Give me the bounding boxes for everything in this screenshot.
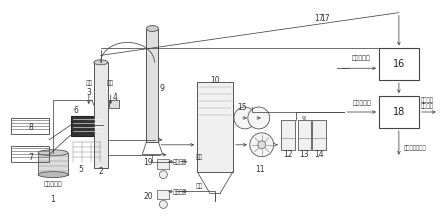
Bar bbox=[157, 159, 169, 169]
Bar bbox=[298, 120, 311, 150]
Circle shape bbox=[248, 107, 270, 129]
Text: 低品位煤气: 低品位煤气 bbox=[352, 56, 370, 61]
Bar bbox=[379, 48, 419, 80]
Text: 9: 9 bbox=[160, 84, 165, 93]
Bar bbox=[71, 116, 103, 136]
Bar bbox=[312, 120, 326, 150]
Text: 氮气: 氮气 bbox=[196, 184, 203, 189]
Text: 17: 17 bbox=[321, 14, 330, 23]
Text: 16: 16 bbox=[393, 59, 405, 69]
Text: 一氧化碳制甲醇: 一氧化碳制甲醇 bbox=[404, 145, 427, 151]
Text: 蒸汽: 蒸汽 bbox=[85, 80, 92, 86]
Text: 14: 14 bbox=[315, 150, 324, 159]
Circle shape bbox=[258, 141, 266, 149]
Bar bbox=[379, 96, 419, 128]
Bar bbox=[197, 82, 233, 172]
Text: 8: 8 bbox=[29, 123, 34, 132]
Ellipse shape bbox=[38, 150, 68, 156]
Text: 20: 20 bbox=[144, 192, 153, 201]
Text: 粗灰回炉: 粗灰回炉 bbox=[172, 160, 187, 165]
Bar bbox=[12, 146, 49, 162]
Circle shape bbox=[159, 200, 167, 208]
Text: 13: 13 bbox=[299, 150, 309, 159]
Bar bbox=[280, 120, 295, 150]
Bar bbox=[12, 118, 49, 134]
Text: 12: 12 bbox=[283, 150, 292, 159]
Text: 19: 19 bbox=[144, 158, 153, 167]
Text: 高品位煤气: 高品位煤气 bbox=[353, 100, 372, 106]
Bar bbox=[147, 29, 159, 142]
Ellipse shape bbox=[94, 60, 108, 65]
Text: 15: 15 bbox=[237, 103, 247, 112]
Ellipse shape bbox=[147, 26, 159, 31]
Text: 10: 10 bbox=[210, 76, 220, 85]
Text: 氮气: 氮气 bbox=[196, 154, 203, 159]
Text: 5: 5 bbox=[78, 165, 83, 174]
Circle shape bbox=[234, 107, 256, 129]
Text: 3: 3 bbox=[86, 88, 91, 97]
Text: 1: 1 bbox=[51, 195, 55, 204]
Text: 二氧化碳
回收利用: 二氧化碳 回收利用 bbox=[421, 97, 434, 109]
Bar bbox=[38, 153, 68, 175]
Text: 11: 11 bbox=[255, 165, 264, 174]
Text: 4: 4 bbox=[112, 93, 117, 102]
Bar bbox=[94, 62, 108, 168]
Bar bbox=[109, 100, 119, 108]
Text: 18: 18 bbox=[393, 107, 405, 117]
Text: 细灰回炉: 细灰回炉 bbox=[172, 190, 187, 195]
Ellipse shape bbox=[38, 172, 68, 178]
Text: 炼钢废烟气: 炼钢废烟气 bbox=[44, 182, 62, 187]
Circle shape bbox=[250, 133, 274, 157]
Text: 6: 6 bbox=[74, 105, 78, 114]
Text: g: g bbox=[302, 116, 306, 120]
Text: 给水: 给水 bbox=[107, 80, 114, 86]
Text: 7: 7 bbox=[29, 153, 34, 162]
Text: 17: 17 bbox=[315, 14, 324, 23]
Circle shape bbox=[159, 171, 167, 179]
Text: 2: 2 bbox=[98, 167, 103, 176]
Bar bbox=[157, 190, 169, 199]
